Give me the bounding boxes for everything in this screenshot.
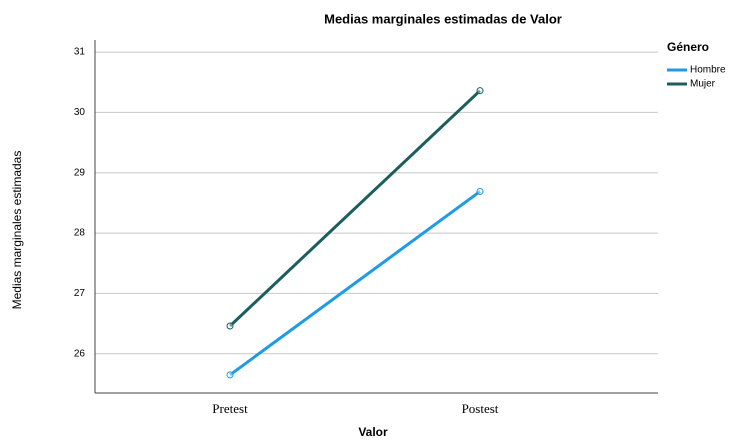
y-tick-label: 31 [74,47,86,58]
series-line [229,190,481,377]
point [476,87,484,95]
y-tick-label: 29 [74,167,86,178]
series-line [228,89,482,328]
legend-label: Mujer [690,79,716,90]
x-tick-label: Postest [462,401,499,416]
legend-title: Género [667,40,709,54]
y-tick-label: 30 [74,107,86,118]
y-tick-label: 27 [74,288,86,299]
x-axis-label: Valor [358,425,388,439]
legend-label: Hombre [690,65,726,76]
point [476,187,484,195]
point [226,322,234,330]
y-tick-label: 26 [74,348,86,359]
point [226,371,234,379]
x-tick-label: Pretest [212,401,248,416]
y-axis-label: Medias marginales estimadas [10,151,24,310]
chart-title: Medias marginales estimadas de Valor [324,11,562,26]
y-tick-label: 28 [74,228,86,239]
